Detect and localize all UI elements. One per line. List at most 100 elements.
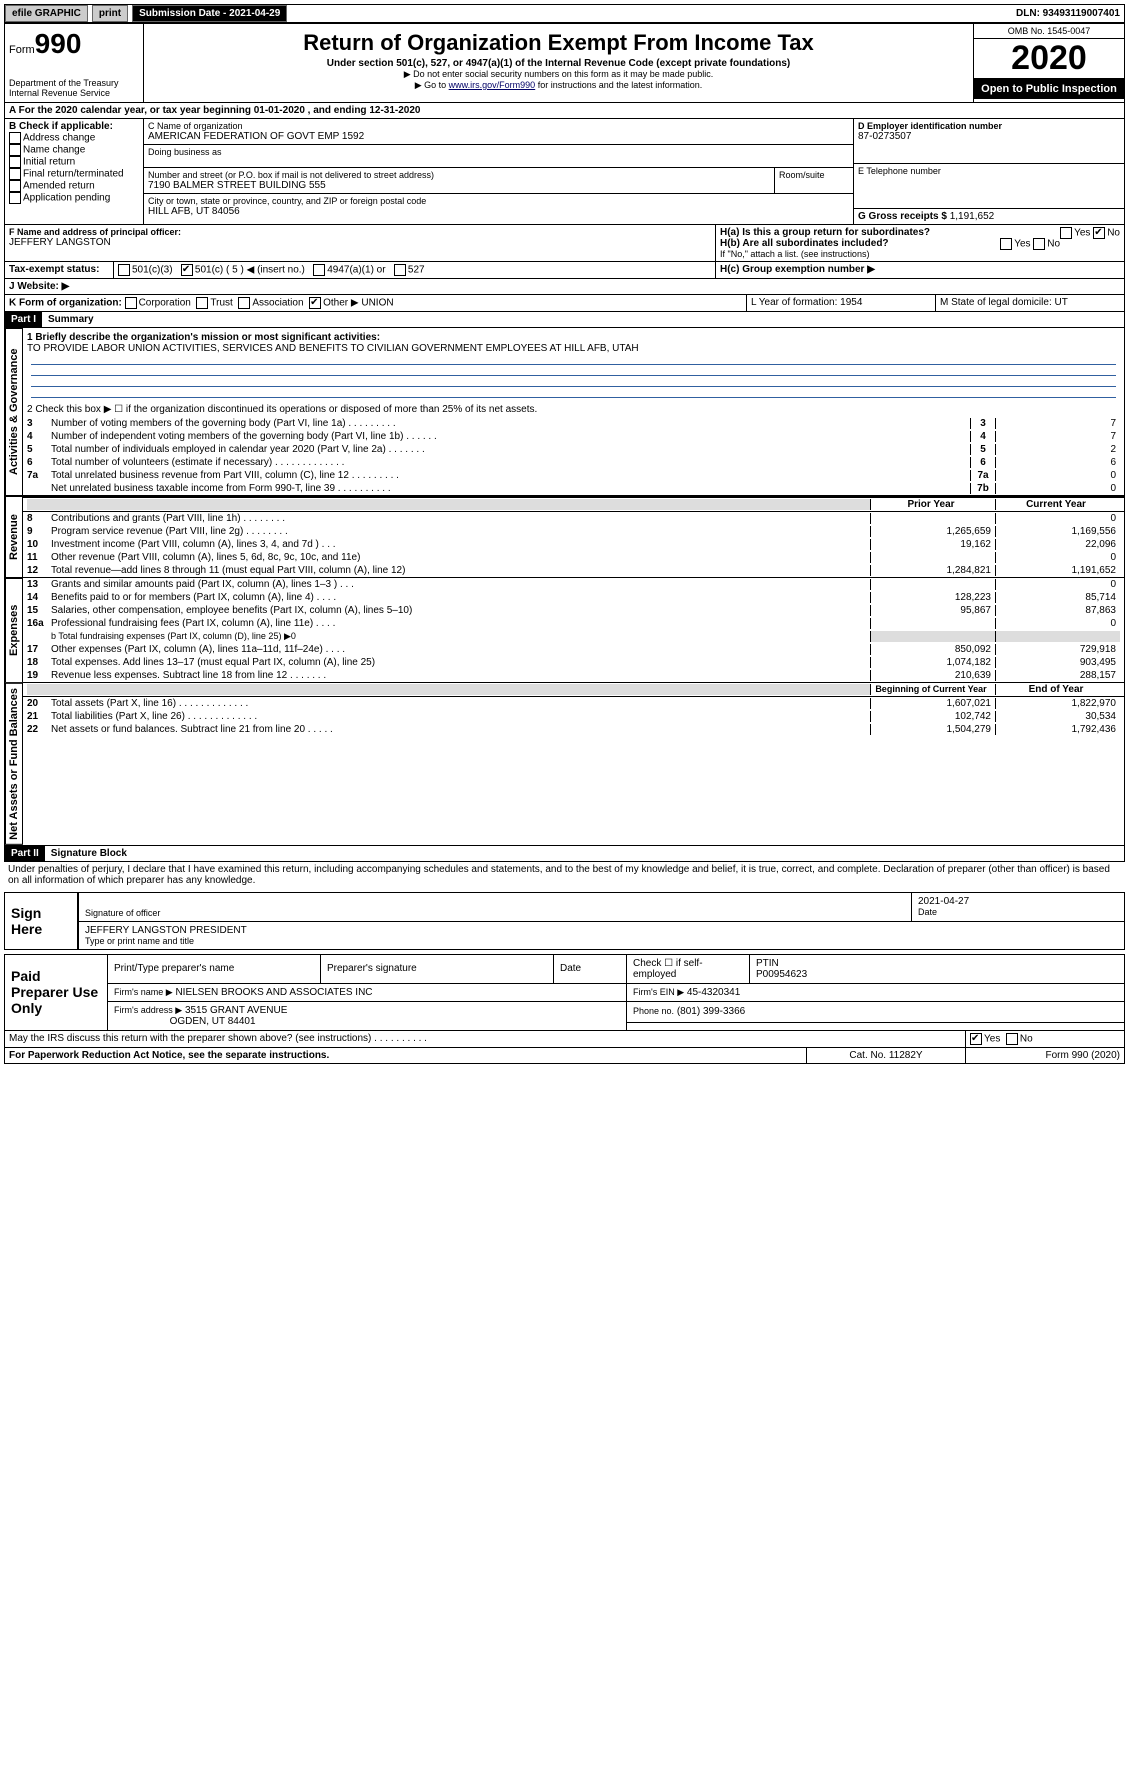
- ptin: P00954623: [756, 969, 807, 980]
- sign-here: Sign Here: [5, 892, 79, 949]
- declaration: Under penalties of perjury, I declare th…: [4, 862, 1125, 888]
- ha-line: H(a) Is this a group return for subordin…: [720, 227, 1120, 238]
- l14: Benefits paid to or for members (Part IX…: [51, 592, 870, 603]
- ein-label: D Employer identification number: [858, 121, 1120, 131]
- print-button[interactable]: print: [92, 5, 128, 22]
- pra-notice: For Paperwork Reduction Act Notice, see …: [5, 1048, 807, 1063]
- tax-year: 2020: [974, 39, 1124, 79]
- l8: Contributions and grants (Part VIII, lin…: [51, 513, 870, 524]
- submission-date: Submission Date - 2021-04-29: [132, 5, 287, 22]
- l7b: Net unrelated business taxable income fr…: [51, 483, 970, 494]
- l3: Number of voting members of the governin…: [51, 418, 970, 429]
- preparer-table: Paid Preparer Use Only Print/Type prepar…: [4, 954, 1125, 1031]
- form-subtitle: Under section 501(c), 527, or 4947(a)(1)…: [148, 58, 969, 69]
- irs-label: Internal Revenue Service: [9, 88, 139, 98]
- chk-address[interactable]: Address change: [9, 132, 139, 144]
- prep-name-hdr: Print/Type preparer's name: [108, 954, 321, 983]
- phone-label: E Telephone number: [858, 166, 1120, 176]
- chk-name[interactable]: Name change: [9, 144, 139, 156]
- ein-value: 87-0273507: [858, 131, 1120, 142]
- l9: Program service revenue (Part VIII, line…: [51, 526, 870, 537]
- website-line: J Website: ▶: [5, 279, 1124, 294]
- l20: Total assets (Part X, line 16) . . . . .…: [51, 698, 870, 709]
- prep-sig-hdr: Preparer's signature: [321, 954, 554, 983]
- l2: 2 Check this box ▶ ☐ if the organization…: [23, 402, 1124, 417]
- sig-date-label: Date: [918, 907, 1118, 917]
- entity-block: B Check if applicable: Address change Na…: [4, 119, 1125, 225]
- period-line: A For the 2020 calendar year, or tax yea…: [5, 103, 1124, 118]
- form-title: Return of Organization Exempt From Incom…: [148, 30, 969, 56]
- omb-number: OMB No. 1545-0047: [974, 24, 1124, 39]
- hc-line: H(c) Group exemption number ▶: [716, 262, 1124, 278]
- sig-typed-label: Type or print name and title: [85, 936, 1118, 946]
- chk-initial[interactable]: Initial return: [9, 156, 139, 168]
- part1-bar: Part I: [5, 312, 42, 327]
- hb-note: If "No," attach a list. (see instruction…: [720, 249, 1120, 259]
- dept-treasury: Department of the Treasury: [9, 78, 139, 88]
- hdr-boy: Beginning of Current Year: [870, 684, 995, 695]
- city-value: HILL AFB, UT 84056: [148, 206, 849, 217]
- l22: Net assets or fund balances. Subtract li…: [51, 724, 870, 735]
- org-name-label: C Name of organization: [148, 121, 849, 131]
- form-footer: Form 990 (2020): [966, 1048, 1124, 1063]
- gross-receipts: G Gross receipts $ 1,191,652: [854, 209, 1124, 224]
- paid-preparer-label: Paid Preparer Use Only: [5, 954, 108, 1030]
- part2-title: Signature Block: [45, 846, 133, 861]
- hb-line: H(b) Are all subordinates included? Yes …: [720, 238, 1120, 249]
- v7a: 0: [995, 470, 1120, 481]
- addr-label: Number and street (or P.O. box if mail i…: [148, 170, 770, 180]
- chk-application[interactable]: Application pending: [9, 192, 139, 204]
- part1-title: Summary: [42, 312, 100, 327]
- city-label: City or town, state or province, country…: [148, 196, 849, 206]
- org-name: AMERICAN FEDERATION OF GOVT EMP 1592: [148, 131, 849, 142]
- l1-text: TO PROVIDE LABOR UNION ACTIVITIES, SERVI…: [27, 343, 1120, 354]
- note-ssn: ▶ Do not enter social security numbers o…: [148, 69, 969, 80]
- sig-officer-label: Signature of officer: [85, 908, 905, 918]
- firm-addr1: 3515 GRANT AVENUE: [185, 1005, 287, 1016]
- l15: Salaries, other compensation, employee b…: [51, 605, 870, 616]
- dba-label: Doing business as: [148, 147, 849, 157]
- form-header: Form990 Department of the Treasury Inter…: [4, 23, 1125, 103]
- l7a: Total unrelated business revenue from Pa…: [51, 470, 970, 481]
- l19: Revenue less expenses. Subtract line 18 …: [51, 670, 870, 681]
- l12: Total revenue—add lines 8 through 11 (mu…: [51, 565, 870, 576]
- firm-phone: (801) 399-3366: [677, 1006, 745, 1017]
- note-link: ▶ Go to www.irs.gov/Form990 for instruct…: [148, 80, 969, 91]
- chk-final[interactable]: Final return/terminated: [9, 168, 139, 180]
- form-number: Form990: [9, 28, 139, 60]
- officer-label: F Name and address of principal officer:: [9, 227, 711, 237]
- l17: Other expenses (Part IX, column (A), lin…: [51, 644, 870, 655]
- part2-bar: Part II: [5, 846, 45, 861]
- l11: Other revenue (Part VIII, column (A), li…: [51, 552, 870, 563]
- chk-amended[interactable]: Amended return: [9, 180, 139, 192]
- l6: Total number of volunteers (estimate if …: [51, 457, 970, 468]
- m-state: M State of legal domicile: UT: [936, 295, 1124, 311]
- v6: 6: [995, 457, 1120, 468]
- hdr-prior: Prior Year: [870, 499, 995, 510]
- dln: DLN: 93493119007401: [1016, 8, 1124, 19]
- l10: Investment income (Part VIII, column (A)…: [51, 539, 870, 550]
- discuss-yesno: Yes No: [966, 1031, 1124, 1047]
- v3: 7: [995, 418, 1120, 429]
- discuss-line: May the IRS discuss this return with the…: [5, 1031, 966, 1047]
- l1-label: 1 Briefly describe the organization's mi…: [27, 332, 1120, 343]
- taxexempt-options: 501(c)(3) 501(c) ( 5 ) ◀ (insert no.) 49…: [114, 262, 716, 278]
- cat-no: Cat. No. 11282Y: [807, 1048, 966, 1063]
- l21: Total liabilities (Part X, line 26) . . …: [51, 711, 870, 722]
- l5: Total number of individuals employed in …: [51, 444, 970, 455]
- street-address: 7190 BALMER STREET BUILDING 555: [148, 180, 770, 191]
- taxexempt-label: Tax-exempt status:: [5, 262, 114, 278]
- open-inspection: Open to Public Inspection: [974, 79, 1124, 99]
- irs-link[interactable]: www.irs.gov/Form990: [449, 80, 536, 90]
- firm-ein: 45-4320341: [687, 987, 740, 998]
- firm-name: NIELSEN BROOKS AND ASSOCIATES INC: [175, 987, 372, 998]
- topbar: efile GRAPHIC print Submission Date - 20…: [4, 4, 1125, 23]
- sig-date: 2021-04-27: [918, 896, 1118, 907]
- signature-table: Sign Here Signature of officer 2021-04-2…: [4, 892, 1125, 950]
- v5: 2: [995, 444, 1120, 455]
- block-b-label: B Check if applicable:: [9, 121, 139, 132]
- side-revenue: Revenue: [5, 496, 23, 578]
- prep-date-hdr: Date: [554, 954, 627, 983]
- officer-name: JEFFERY LANGSTON: [9, 237, 711, 248]
- side-netassets: Net Assets or Fund Balances: [5, 683, 23, 845]
